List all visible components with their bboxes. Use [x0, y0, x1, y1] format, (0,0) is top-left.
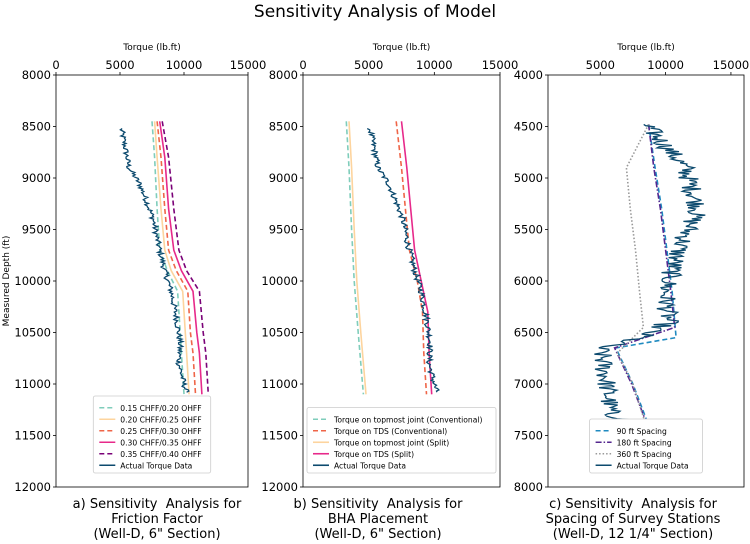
y-tick-label: 11000: [261, 377, 298, 391]
legend-label: 0.30 CHFF/0.35 OHFF: [120, 438, 201, 447]
legend-label: Actual Torque Data: [334, 461, 406, 470]
legend-label: Torque on topmost joint (Conventional): [333, 415, 482, 424]
series-line-4: [158, 121, 203, 395]
y-tick-label: 6500: [514, 326, 543, 340]
chart-panel-3: Torque (lb.ft)5000 10000 15000400045005000…: [514, 43, 750, 494]
legend-label: 180 ft Spacing: [617, 438, 672, 447]
y-tick-label: 9500: [22, 223, 51, 237]
y-tick-label: 5000: [514, 171, 543, 185]
y-tick-label: 11500: [261, 429, 298, 443]
caption-b-line3: (Well-D, 6" Section): [314, 527, 442, 542]
series-line-5: [161, 121, 210, 395]
legend-box: [306, 407, 497, 474]
y-tick-label: 10000: [261, 274, 298, 288]
legend-label: Torque on TDS (Conventional): [333, 427, 447, 436]
figure-title: Sensitivity Analysis of Model: [254, 2, 496, 22]
y-tick-label: 12000: [261, 480, 298, 494]
y-tick-label: 10500: [261, 326, 298, 340]
y-tick-label: 9000: [269, 171, 298, 185]
x-tick-label: 15000: [482, 58, 519, 72]
series-line-3: [616, 124, 650, 426]
caption-b-line1: b) Sensitivity Analysis for: [293, 497, 463, 512]
caption-c: c) Sensitivity Analysis for Spacing of S…: [518, 497, 748, 542]
y-tick-label: 8000: [22, 68, 51, 82]
series-line-4: [594, 123, 706, 426]
y-tick-label: 12000: [14, 480, 51, 494]
x-tick-label: 5000: [586, 58, 615, 72]
legend-label: 0.25 CHFF/0.30 OHFF: [120, 427, 201, 436]
x-tick-label: 5000: [105, 58, 134, 72]
y-tick-label: 9500: [269, 223, 298, 237]
legend-label: Actual Torque Data: [120, 461, 192, 470]
series-line-4: [400, 121, 433, 395]
caption-c-line2: Spacing of Survey Stations: [545, 512, 721, 527]
x-tick-label: 15000: [713, 58, 750, 72]
series-line-6: [119, 128, 190, 393]
chart-panel-2: Torque (lb.ft) 0 5000 10000 15000 8000 8500 900…: [261, 43, 518, 494]
y-tick-label: 10500: [14, 326, 51, 340]
y-tick-label: 8500: [269, 120, 298, 134]
x-tick-label: 15000: [230, 58, 267, 72]
legend-label: 90 ft Spacing: [617, 427, 667, 436]
y-tick-label: 6000: [514, 274, 543, 288]
caption-b: b) Sensitivity Analysis for BHA Placemen…: [263, 497, 493, 542]
y-tick-label: 7000: [514, 377, 543, 391]
caption-c-line3: (Well-D, 12 1/4" Section): [552, 527, 714, 542]
caption-b-line2: BHA Placement: [327, 512, 429, 527]
legend-label: Torque on TDS (Split): [333, 450, 414, 459]
series-line-3: [348, 121, 367, 395]
legend-label: Actual Torque Data: [617, 461, 689, 470]
y-tick-label: 7500: [514, 429, 543, 443]
legend-label: 0.20 CHFF/0.25 OHFF: [120, 415, 201, 424]
x-axis-label: Torque (lb.ft): [616, 43, 674, 53]
series-line-2: [395, 121, 428, 395]
series-line-1: [345, 121, 365, 395]
chart-panels: Torque (lb.ft)0 5000 10000 1500080008500900…: [14, 43, 749, 494]
series-line-5: [366, 128, 440, 393]
x-tick-label: 0: [299, 58, 306, 72]
y-tick-label: 11000: [14, 377, 51, 391]
y-tick-label: 8000: [269, 68, 298, 82]
legend-label: 0.35 CHFF/0.40 OHFF: [120, 450, 201, 459]
y-tick-label: 9000: [22, 171, 51, 185]
y-axis-label: Measured Depth (ft): [2, 236, 12, 327]
legend-label: 360 ft Spacing: [617, 450, 672, 459]
legend-box: [589, 418, 703, 474]
caption-c-line1: c) Sensitivity Analysis for: [549, 497, 717, 512]
series-line-2: [613, 124, 676, 426]
x-tick-label: 10000: [166, 58, 203, 72]
x-tick-label: 0: [52, 58, 59, 72]
y-tick-label: 8000: [514, 480, 543, 494]
series-line-2: [153, 121, 190, 395]
y-tick-label: 11500: [14, 429, 51, 443]
x-tick-label: 10000: [647, 58, 684, 72]
x-tick-label: 10000: [416, 58, 453, 72]
y-tick-label: 5500: [514, 223, 543, 237]
legend-label: 0.15 CHFF/0.20 OHFF: [120, 404, 201, 413]
y-tick-label: 8500: [22, 120, 51, 134]
legend-box: [92, 395, 212, 474]
caption-a-line3: (Well-D, 6" Section): [93, 527, 221, 542]
caption-a: a) Sensitivity Analysis for Friction Fac…: [42, 497, 272, 542]
series-line-1: [614, 124, 677, 426]
x-axis-label: Torque (lb.ft): [122, 43, 180, 53]
legend-label: Torque on topmost joint (Split): [333, 438, 449, 447]
x-tick-label: 5000: [354, 58, 383, 72]
y-tick-label: 4500: [514, 120, 543, 134]
y-tick-label: 10000: [14, 274, 51, 288]
chart-panel-1: Torque (lb.ft) 0 5000 10000 15000 8000 8500 900…: [14, 43, 266, 494]
x-axis-label: Torque (lb.ft): [372, 43, 430, 53]
caption-a-line1: a) Sensitivity Analysis for: [72, 497, 242, 512]
caption-a-line2: Friction Factor: [111, 512, 203, 527]
y-tick-label: 4000: [514, 68, 543, 82]
